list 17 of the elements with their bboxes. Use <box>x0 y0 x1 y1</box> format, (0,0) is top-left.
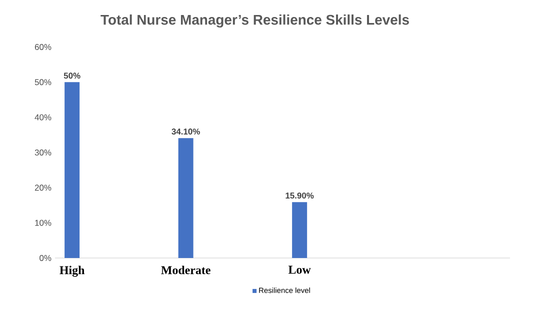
chart-title: Total Nurse Manager’s Resilience Skills Levels <box>100 14 409 28</box>
bar <box>292 202 308 258</box>
y-tick-label: 30% <box>34 150 52 156</box>
y-tick-label: 0% <box>40 255 52 261</box>
data-label: 15.90% <box>286 192 314 199</box>
y-tick-label: 40% <box>34 114 52 120</box>
bar <box>178 138 194 258</box>
data-label: 50% <box>64 72 80 79</box>
x-tick-label: Low <box>288 266 311 274</box>
y-tick-label: 10% <box>35 220 52 226</box>
y-tick-label: 50% <box>34 79 52 86</box>
bar <box>64 82 80 258</box>
x-tick-label: High <box>60 266 85 277</box>
data-label: 34.10% <box>172 128 200 135</box>
y-tick-label: 60% <box>34 44 52 50</box>
y-tick-label: 20% <box>34 184 52 191</box>
x-tick-label: Moderate <box>161 266 210 274</box>
